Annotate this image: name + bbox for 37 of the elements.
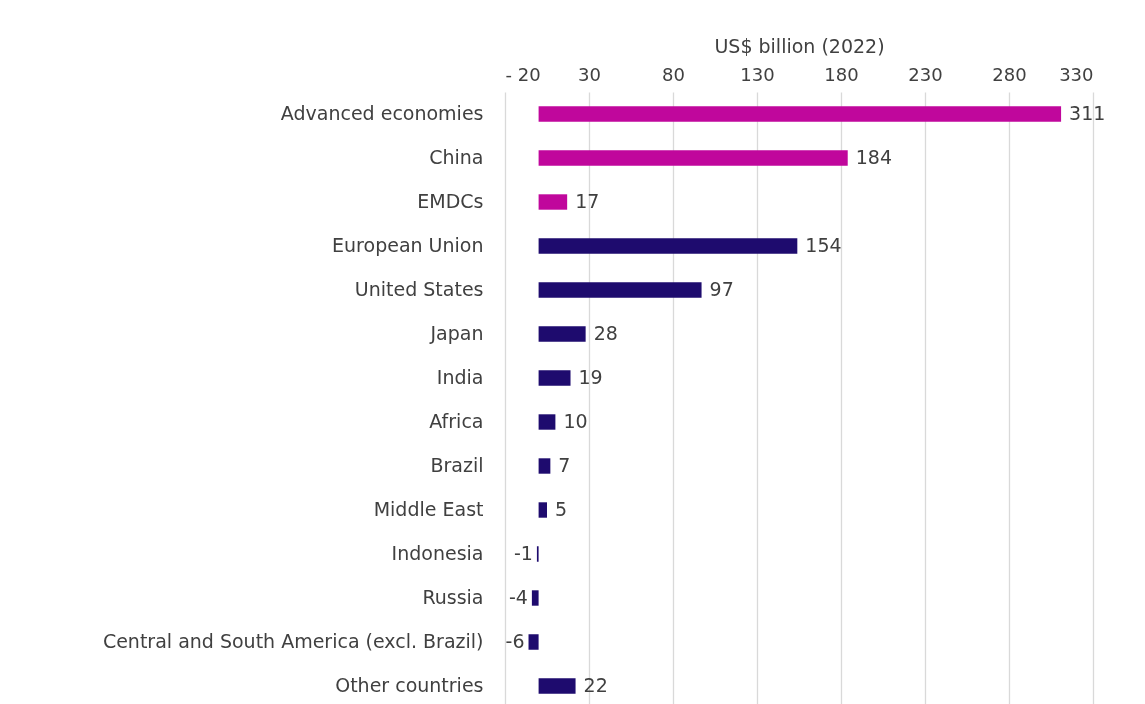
data-label: 10 — [563, 410, 588, 432]
data-label: 5 — [555, 498, 568, 520]
data-label: 22 — [583, 674, 608, 696]
y-tick-label: Indonesia — [391, 542, 484, 564]
data-label: 184 — [855, 146, 892, 168]
x-tick-label: - 20 — [505, 63, 541, 85]
y-tick-label: Other countries — [335, 674, 484, 696]
y-tick-label: Russia — [422, 586, 484, 608]
x-tick-label: 280 — [992, 63, 1027, 85]
data-label: -4 — [508, 586, 528, 608]
x-tick-label: 30 — [578, 63, 601, 85]
data-label: 19 — [578, 366, 603, 388]
data-label: 97 — [709, 278, 734, 300]
data-label: 311 — [1069, 102, 1106, 124]
x-axis-title: US$ billion (2022) — [714, 34, 885, 57]
y-tick-label: Advanced economies — [280, 102, 484, 124]
y-tick-label: European Union — [332, 234, 484, 256]
data-label: 17 — [575, 190, 600, 212]
y-tick-label: EMDCs — [417, 190, 484, 212]
y-tick-label: Africa — [429, 410, 484, 432]
data-label: 7 — [558, 454, 571, 476]
y-tick-label: Brazil — [430, 454, 484, 476]
x-tick-label: 80 — [662, 63, 685, 85]
data-label: 154 — [805, 234, 842, 256]
x-tick-label: 230 — [908, 63, 943, 85]
data-label: 28 — [593, 322, 618, 344]
y-tick-label: China — [429, 146, 484, 168]
y-tick-label: Central and South America (excl. Brazil) — [102, 630, 484, 652]
x-tick-label: 130 — [740, 63, 775, 85]
y-tick-label: Middle East — [373, 498, 484, 520]
y-tick-label: Japan — [429, 322, 484, 344]
y-tick-label: United States — [354, 278, 484, 300]
y-tick-label: India — [436, 366, 484, 388]
data-label: -1 — [513, 542, 533, 564]
x-tick-label: 330 — [1059, 63, 1094, 85]
data-label: -6 — [505, 630, 525, 652]
x-tick-label: 180 — [824, 63, 859, 85]
